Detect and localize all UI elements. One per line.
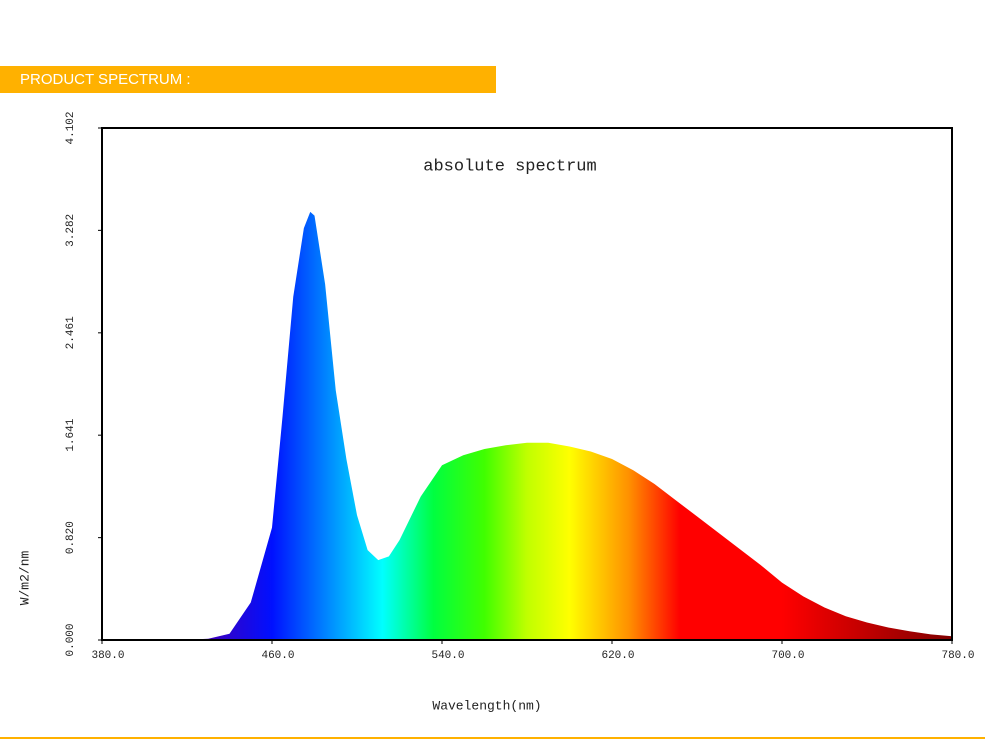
y-tick-label: 0.820 [65,521,77,554]
y-tick-label: 2.461 [65,316,77,349]
y-tick-label: 1.641 [65,418,77,451]
y-tick-label: 4.102 [65,111,77,144]
plot [102,211,952,640]
y-tick-label: 3.282 [65,214,77,247]
y-tick-label: 0.000 [65,623,77,656]
x-tick-label: 700.0 [771,650,804,662]
chart-title: absolute spectrum [423,157,596,176]
x-tick-label: 780.0 [941,650,974,662]
header-bar [0,66,496,93]
x-tick-label: 380.0 [91,650,124,662]
x-tick-label: 620.0 [601,650,634,662]
header-title: PRODUCT SPECTRUM : [20,71,191,88]
plot-frame [101,127,953,641]
x-tick-label: 460.0 [261,650,294,662]
x-tick-label: 540.0 [431,650,464,662]
y-axis-label: W/m2/nm [17,550,32,605]
spectrum-area [102,211,952,640]
footer-line [0,737,985,739]
x-axis-label: Wavelength(nm) [432,698,541,713]
